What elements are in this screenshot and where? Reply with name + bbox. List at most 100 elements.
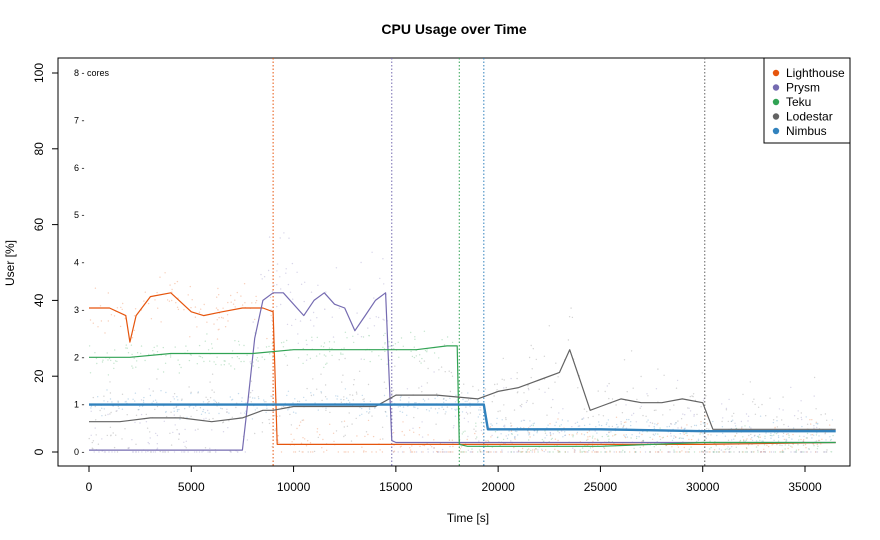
scatter-point — [371, 351, 373, 353]
scatter-point — [218, 402, 220, 404]
scatter-point — [731, 446, 733, 448]
scatter-point — [505, 386, 507, 389]
scatter-point — [462, 451, 465, 453]
scatter-point — [779, 451, 781, 453]
scatter-point — [792, 433, 794, 436]
scatter-point — [124, 428, 126, 430]
scatter-point — [587, 451, 589, 453]
scatter-point — [393, 450, 396, 452]
scatter-point — [169, 356, 172, 358]
scatter-point — [207, 409, 209, 412]
scatter-point — [375, 316, 377, 318]
scatter-point — [231, 357, 233, 359]
scatter-point — [320, 391, 322, 393]
scatter-point — [761, 403, 763, 406]
scatter-point — [800, 416, 802, 419]
scatter-point — [173, 398, 175, 400]
scatter-point — [772, 421, 775, 424]
scatter-point — [410, 331, 412, 334]
x-tick-label: 0 — [86, 480, 93, 494]
scatter-point — [363, 400, 365, 403]
scatter-point — [384, 343, 386, 345]
scatter-point — [243, 283, 246, 285]
scatter-point — [754, 413, 757, 415]
scatter-point — [106, 389, 108, 391]
scatter-point — [682, 413, 684, 415]
scatter-point — [829, 436, 831, 438]
scatter-point — [399, 446, 402, 448]
scatter-point — [745, 439, 747, 441]
scatter-point — [501, 451, 503, 453]
scatter-point — [427, 367, 429, 370]
scatter-point — [531, 368, 533, 370]
scatter-point — [222, 421, 225, 423]
scatter-point — [244, 412, 246, 414]
scatter-point — [557, 376, 559, 378]
scatter-point — [496, 436, 499, 439]
scatter-point — [633, 447, 635, 450]
scatter-point — [377, 316, 380, 319]
scatter-point — [811, 437, 813, 439]
scatter-point — [555, 421, 557, 423]
scatter-point — [781, 451, 784, 453]
scatter-point — [764, 451, 766, 453]
scatter-point — [311, 339, 313, 342]
scatter-point — [101, 450, 103, 452]
scatter-point — [340, 352, 342, 354]
scatter-point — [271, 445, 273, 448]
scatter-point — [525, 451, 528, 453]
scatter-point — [558, 451, 560, 453]
scatter-point — [816, 423, 819, 425]
scatter-point — [306, 387, 308, 390]
scatter-point — [427, 451, 429, 453]
scatter-point — [184, 451, 186, 453]
scatter-point — [830, 451, 833, 453]
scatter-point — [294, 451, 297, 453]
scatter-point — [460, 451, 462, 453]
scatter-point — [624, 436, 627, 439]
scatter-point — [442, 451, 444, 453]
scatter-point — [703, 440, 705, 442]
scatter-point — [544, 430, 546, 432]
scatter-point — [240, 360, 242, 363]
scatter-point — [176, 410, 179, 412]
scatter-point — [797, 449, 800, 451]
scatter-point — [723, 444, 725, 446]
scatter-point — [196, 451, 198, 453]
scatter-point — [103, 451, 106, 453]
scatter-point — [816, 426, 818, 429]
scatter-point — [695, 424, 698, 427]
scatter-point — [228, 363, 230, 365]
scatter-point — [813, 427, 815, 429]
scatter-point — [682, 437, 684, 440]
scatter-point — [813, 425, 815, 427]
scatter-point — [541, 438, 544, 441]
scatter-point — [674, 423, 676, 425]
scatter-point — [386, 363, 388, 365]
scatter-point — [586, 451, 588, 453]
scatter-point — [810, 451, 812, 453]
scatter-point — [626, 418, 628, 421]
scatter-point — [271, 319, 273, 322]
scatter-point — [451, 375, 454, 377]
scatter-point — [101, 438, 103, 440]
scatter-point — [410, 350, 412, 353]
scatter-point — [476, 436, 478, 438]
scatter-point — [220, 364, 222, 366]
scatter-point — [752, 451, 754, 453]
scatter-point — [168, 300, 171, 302]
scatter-point — [775, 432, 778, 435]
scatter-point — [571, 434, 573, 436]
scatter-point — [164, 451, 167, 453]
scatter-point — [230, 294, 232, 297]
scatter-point — [665, 444, 667, 447]
scatter-point — [514, 430, 517, 432]
scatter-point — [572, 434, 575, 436]
scatter-point — [562, 436, 564, 438]
scatter-point — [781, 419, 783, 421]
scatter-point — [309, 357, 312, 360]
scatter-point — [90, 434, 92, 436]
scatter-point — [532, 402, 534, 405]
scatter-point — [780, 451, 782, 453]
scatter-point — [577, 425, 580, 427]
